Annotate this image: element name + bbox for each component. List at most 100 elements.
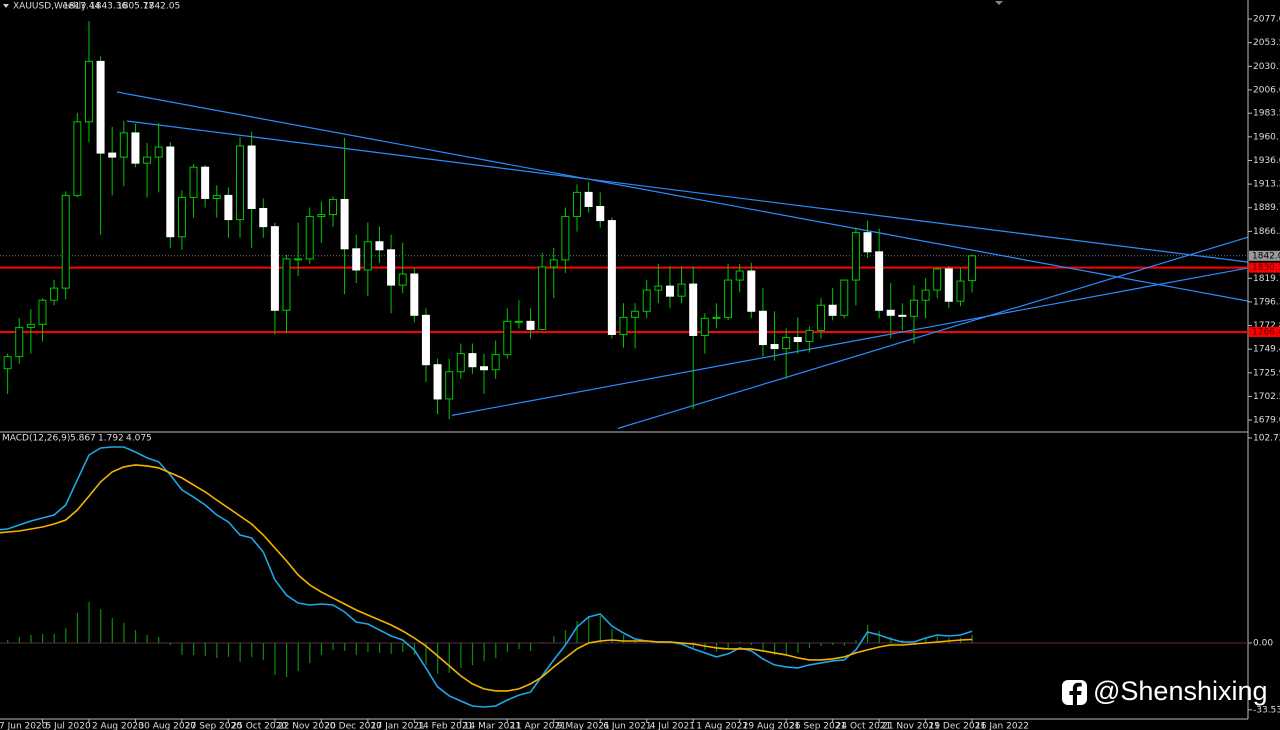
histogram-bar [309,642,311,664]
candle-body [596,205,605,222]
candle-body [433,364,442,400]
histogram-bar [460,642,462,669]
histogram-bar [30,634,32,643]
y-tick-label: 2006.65 [1253,85,1280,95]
macd-line [0,446,973,708]
candle-body [363,241,372,271]
histogram-bar [564,629,567,643]
candle-body [166,146,175,238]
histogram-bar [320,642,323,655]
y-tick-label: 2077.00 [1253,15,1280,25]
histogram-bar [169,642,171,645]
histogram-bar [111,618,113,643]
ohlc-low: 1805.77 [117,2,154,12]
histogram-bar [855,639,857,643]
histogram-bar [971,634,973,643]
x-tick-label: 5 Jul 2020 [45,722,90,730]
x-tick-label: 4 Jul 2021 [650,722,695,730]
histogram-bar [506,642,508,653]
y-tick-label: 1866.30 [1253,227,1280,237]
candle-body [944,268,953,302]
histogram-bar [286,642,288,678]
macd-line [0,464,973,692]
macd-main-value: 5.867 [70,434,96,444]
histogram-bar [611,628,613,643]
candle-body [387,249,396,286]
histogram-bar [274,642,276,675]
y-tick-label: 1819.75 [1253,274,1280,284]
candle-body [177,196,186,238]
candle-body [968,255,977,282]
current-price-box [1249,250,1280,261]
histogram-bar [669,642,671,644]
price-pane [0,21,1248,429]
candle-body [700,317,709,336]
menu-arrow[interactable] [3,4,9,8]
histogram-bar [634,640,636,643]
x-tick-label: 6 Jun 2021 [603,722,651,730]
symbol-title: XAUUSD,Weekly [13,2,87,12]
candle-body [445,371,454,400]
candle-body [817,304,826,331]
histogram-bar [495,642,497,659]
histogram-bar [622,634,625,643]
candle-body [480,366,489,371]
y-tick-label: 2053.55 [1253,38,1280,48]
candle-body [143,156,152,164]
y-tick-label: 1913.20 [1253,180,1280,190]
candle-body [131,132,140,164]
x-tick-label: 2 Aug 2020 [92,722,144,730]
candle-body [584,191,593,207]
y-tick-label: 1702.50 [1253,392,1280,402]
ohlc-high: 1843.36 [90,2,127,12]
candle-body [770,344,779,350]
y-tick-label: 1936.65 [1253,156,1280,166]
trendline [451,267,1248,416]
histogram-bar [76,612,79,643]
candle-body [514,320,523,323]
candle-body [96,60,105,154]
candle-body [654,285,663,291]
candle-body [712,316,721,319]
histogram-bar [7,639,9,643]
current-price-label: 1842.05 [1252,251,1280,261]
x-tick-label: 14 Feb 2021 [417,722,473,730]
histogram-bar [367,642,369,652]
candle-body [526,320,535,330]
candle-body [735,270,744,281]
histogram-bar [193,642,195,656]
x-tick-label: 21 Nov 2021 [882,722,940,730]
histogram-bar [530,642,532,652]
x-tick-label: 25 Oct 2020 [231,722,287,730]
histogram-bar [65,627,67,643]
histogram-bar [890,636,892,643]
y-tick-label: -33.53 [1253,705,1280,715]
candle-body [282,258,291,311]
macd-hist-value: 4.075 [126,434,152,444]
x-tick-label: 11 Apr 2021 [510,722,566,730]
candle-body [236,145,245,221]
histogram-bar [239,642,241,662]
histogram-bar [344,642,346,651]
candle-body [689,283,698,336]
watermark: @Shenshixing [1062,676,1268,706]
candle-body [921,289,930,301]
y-tick-label: 1679.05 [1253,416,1280,426]
y-tick-label: 2030.10 [1253,62,1280,72]
candle-body [398,273,407,286]
histogram-bar [762,642,764,651]
histogram-bar [878,630,880,643]
candle-body [665,285,674,297]
histogram-bar [797,642,799,653]
candle-body [259,208,268,228]
horizontal-line-label: 1830.30 [1252,263,1280,273]
x-tick-label: 9 May 2021 [557,722,610,730]
candle-body [561,216,570,261]
candle-body [61,194,70,289]
histogram-bar [355,642,357,655]
candle-body [294,258,303,261]
y-tick-label: 1796.30 [1253,297,1280,307]
candle-body [352,248,361,271]
candle-body [421,314,430,366]
